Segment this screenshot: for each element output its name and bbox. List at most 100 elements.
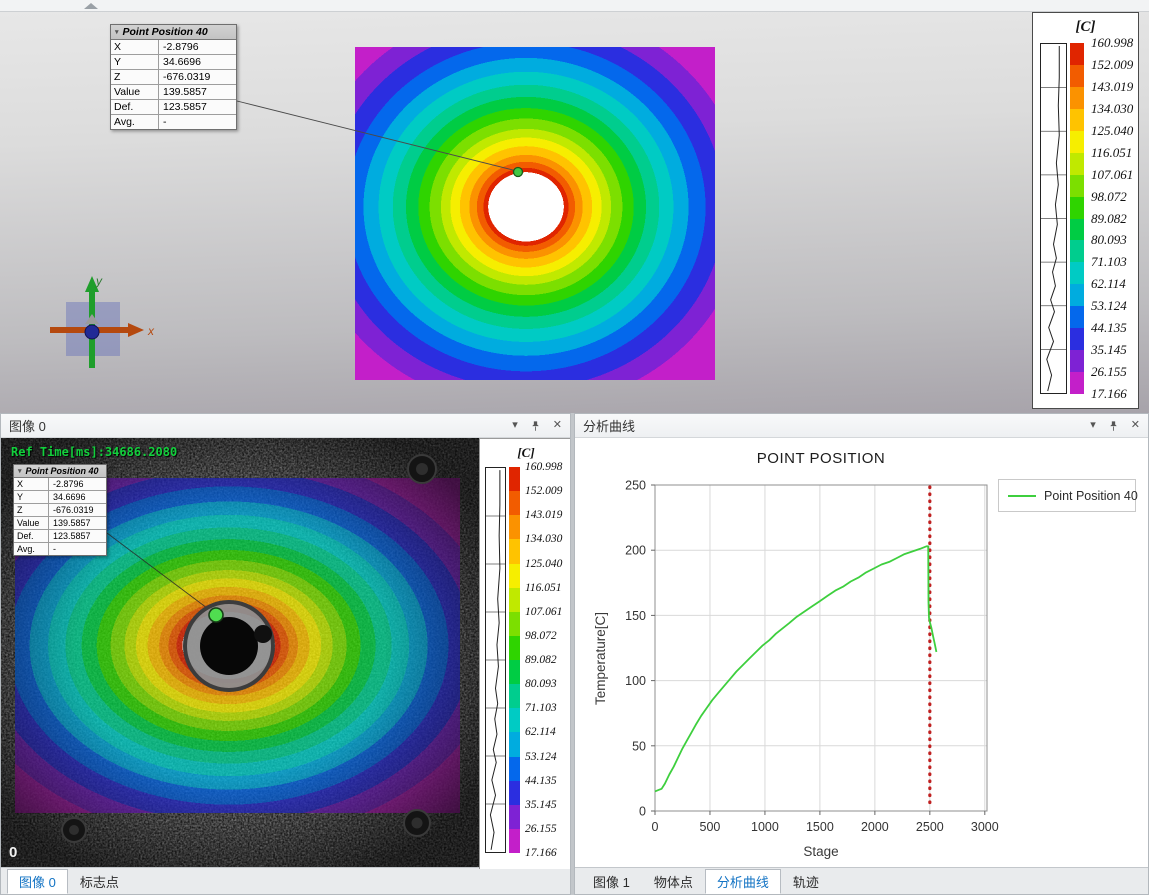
- legend-value-label: 26.155: [525, 822, 557, 835]
- point-tooltip[interactable]: ▾ Point Position 40 X -2.8796 Y 34.6696 Z -676.…: [110, 24, 237, 130]
- legend-value-label: 71.103: [1091, 254, 1127, 270]
- tab-analysis-curve[interactable]: 分析曲线: [704, 869, 781, 894]
- panel-close-icon[interactable]: ✕: [1130, 419, 1140, 431]
- tooltip-header[interactable]: ▾ Point Position 40: [111, 25, 236, 40]
- chart-area[interactable]: 0 500 1000 1500 2000 2500 3000 0 50 100 150 200 250 …: [575, 438, 1148, 869]
- legend-color-band: [1070, 328, 1084, 351]
- tooltip-header[interactable]: ▾ Point Position 40: [14, 465, 106, 478]
- tooltip-row-label: Value: [111, 85, 159, 99]
- legend-color-bar: [1070, 43, 1084, 394]
- camera-image-view[interactable]: Ref Time[ms]:34686.2080 ▾ Point Position …: [1, 438, 570, 869]
- legend-value-label: 62.114: [525, 726, 556, 739]
- tab-trajectory[interactable]: 轨迹: [792, 875, 819, 890]
- chevron-down-icon: ▾: [18, 467, 22, 475]
- legend-value-label: 53.124: [1091, 298, 1127, 314]
- curve-panel-header[interactable]: 分析曲线 ▾ ✕: [575, 414, 1148, 438]
- legend-unit-title: [C]: [1075, 19, 1096, 35]
- tooltip-row-value: 123.5857: [163, 101, 207, 113]
- hole-rim-edge: [183, 600, 275, 692]
- series-line[interactable]: [654, 545, 938, 793]
- contour-plot-3d[interactable]: [355, 47, 715, 380]
- legend-series-label: Point Position 40: [1044, 488, 1138, 503]
- legend-value-label: 17.166: [525, 847, 557, 859]
- legend-color-band: [1070, 43, 1084, 65]
- y-tick-label: 100: [625, 674, 646, 688]
- ribbon-collapse-strip[interactable]: [0, 0, 1149, 12]
- point-marker[interactable]: [208, 607, 224, 623]
- x-tick-label: 1500: [806, 820, 834, 834]
- panel-pin-icon[interactable]: [1108, 420, 1119, 432]
- curve-panel-tab-bar: 图像 1 物体点 分析曲线 轨迹: [575, 867, 1148, 894]
- legend-body: 160.998 152.009 143.019 134.030 125.040 116.0…: [485, 461, 570, 859]
- legend-body: 160.998 152.009 143.019 134.030 125.040 116.0…: [1040, 35, 1135, 401]
- bolt-icons: [61, 454, 437, 843]
- tooltip-row-label: Value: [14, 517, 49, 529]
- x-tick-label: 2500: [916, 820, 944, 834]
- analysis-curve-panel: 分析曲线 ▾ ✕ 0 500 1000 1500 2000 2500 3000 0 50 100 1…: [574, 413, 1149, 895]
- y-tick-label: 250: [625, 479, 646, 493]
- panel-title: 分析曲线: [583, 419, 636, 434]
- legend-color-band: [509, 804, 520, 829]
- legend-line-sample: [1008, 494, 1036, 497]
- viewport-3d[interactable]: y x ▾ Point Position 40 X -2.8796 Y 34.6696 Z -…: [0, 0, 1149, 413]
- panel-dropdown-icon[interactable]: ▾: [512, 419, 518, 431]
- specimen-hole: [200, 617, 258, 675]
- legend-value-label: 160.998: [525, 461, 563, 473]
- legend-color-band: [1070, 130, 1084, 153]
- legend-value-label: 44.135: [525, 774, 557, 787]
- legend-value-label: 116.051: [525, 581, 562, 594]
- x-tick-label: 0: [652, 820, 659, 834]
- tooltip-title: Point Position 40: [122, 26, 208, 38]
- line-chart[interactable]: 0 500 1000 1500 2000 2500 3000 0 50 100 150 200 250: [575, 438, 1148, 869]
- tooltip-row-label: Def.: [14, 530, 49, 542]
- tooltip-row-value: -2.8796: [163, 41, 199, 53]
- image-panel-header[interactable]: 图像 0 ▾ ✕: [1, 414, 570, 438]
- tooltip-row-label: Y: [111, 55, 159, 69]
- legend-color-band: [1070, 372, 1084, 394]
- tab-object-points[interactable]: 物体点: [653, 875, 693, 890]
- legend-values: 160.998 152.009 143.019 134.030 125.040 116.0…: [520, 461, 570, 859]
- legend-values: 160.998 152.009 143.019 134.030 125.040 116.0…: [1084, 35, 1135, 401]
- legend-color-band: [1070, 262, 1084, 285]
- legend-value-label: 71.103: [525, 702, 557, 715]
- legend-value-label: 89.082: [525, 654, 557, 666]
- legend-color-band: [1070, 64, 1084, 87]
- tab-image-0[interactable]: 图像 0: [7, 869, 68, 894]
- legend-color-band: [509, 732, 520, 757]
- y-tick-label: 50: [632, 739, 646, 753]
- tab-image-1[interactable]: 图像 1: [593, 875, 630, 890]
- legend-value-label: 134.030: [1091, 100, 1134, 116]
- legend-value-label: 107.061: [525, 605, 563, 618]
- tooltip-row-value: -: [163, 116, 167, 128]
- tooltip-row-label: Avg.: [14, 543, 49, 555]
- chart-x-axis-title: Stage: [803, 844, 839, 859]
- panel-title: 图像 0: [9, 419, 46, 434]
- panel-pin-icon[interactable]: [530, 420, 541, 432]
- legend-color-band: [509, 635, 520, 660]
- tooltip-row: Z -676.0319: [111, 70, 236, 85]
- dark-blob: [254, 625, 272, 643]
- tooltip-row-value: 139.5857: [163, 86, 207, 98]
- plot-border: [654, 484, 988, 812]
- image-panel: 图像 0 ▾ ✕: [0, 413, 571, 895]
- legend-value-label: 143.019: [525, 509, 563, 522]
- legend-value-label: 107.061: [1091, 166, 1134, 182]
- legend-color-band: [509, 515, 520, 540]
- image-panel-tab-bar: 图像 0 标志点: [1, 867, 570, 894]
- tooltip-row-label: Avg.: [111, 115, 159, 129]
- chart-legend[interactable]: Point Position 40: [998, 479, 1138, 512]
- legend-color-bar: [509, 467, 520, 853]
- point-tooltip[interactable]: ▾ Point Position 40 X -2.8796 Y 34.6696 Z -676.…: [13, 464, 107, 556]
- tab-marker-points[interactable]: 标志点: [79, 875, 119, 890]
- legend-color-band: [509, 780, 520, 805]
- tooltip-row-value: -2.8796: [53, 479, 84, 489]
- legend-value-label: 125.040: [525, 557, 563, 570]
- panel-dropdown-icon[interactable]: ▾: [1090, 419, 1096, 431]
- tooltip-row-value: 34.6696: [53, 492, 86, 502]
- collapse-chevron-icon[interactable]: [84, 3, 98, 9]
- panel-close-icon[interactable]: ✕: [552, 419, 562, 431]
- legend-color-band: [1070, 196, 1084, 219]
- chart-y-axis-title: Temperature[C]: [593, 611, 608, 705]
- tooltip-row: Y 34.6696: [111, 55, 236, 70]
- legend-value-label: 160.998: [1091, 35, 1134, 50]
